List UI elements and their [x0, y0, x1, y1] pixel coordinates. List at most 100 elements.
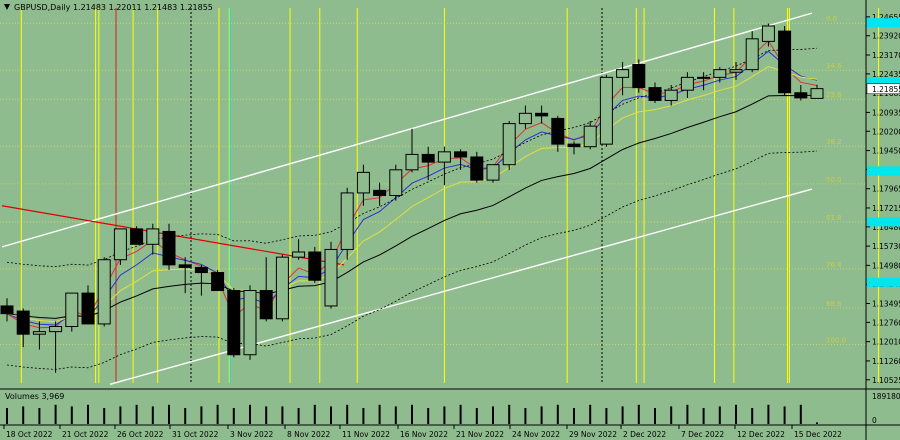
candle-body [130, 228, 144, 245]
current-price-box [866, 83, 900, 95]
candle-body [405, 153, 419, 171]
fib-levels: 0.0 14.6 23.6 38.2 50.0 61.8 76.4 88.6 100.0 [0, 15, 866, 345]
price-tag [867, 18, 900, 28]
candle-body [567, 143, 581, 148]
candle-body [486, 164, 500, 181]
fib-label: 23.6 [826, 91, 842, 99]
candle-body [437, 151, 451, 163]
candle-body [518, 112, 532, 125]
candle-body [373, 189, 387, 196]
candle-body [16, 310, 30, 335]
candle-body [599, 76, 613, 145]
candle-body [340, 192, 354, 250]
candle-body [113, 228, 127, 261]
candle-body [502, 123, 516, 166]
candle-body [648, 87, 662, 101]
candle-body [227, 290, 241, 356]
date-tick-label: 18 Oct 2022 [6, 430, 53, 439]
candle-body [535, 112, 549, 117]
candle-body [211, 272, 225, 292]
date-tick-label: 3 Nov 2022 [230, 430, 273, 439]
candle-body [178, 264, 192, 268]
symbol-dropdown-icon[interactable] [4, 4, 10, 10]
candle-body [49, 325, 63, 333]
price-tag [867, 217, 900, 227]
price-tick-label: 1.12010 [872, 338, 900, 347]
candle-body [616, 69, 630, 78]
date-tick-label: 15 Dec 2022 [794, 430, 842, 439]
price-axis: 1.246551.239201.231701.224351.216851.209… [866, 13, 900, 385]
date-tick-label: 2 Dec 2022 [623, 430, 666, 439]
current-price-label: 1.21855 [872, 85, 900, 94]
candle-body [745, 38, 759, 71]
candle-body [729, 69, 743, 73]
fib-label: 14.6 [826, 62, 842, 70]
date-tick-label: 16 Nov 2022 [400, 430, 448, 439]
candle-body [81, 292, 95, 325]
candle-body [194, 266, 208, 274]
candle-body [664, 89, 678, 101]
price-tick-label: 1.11260 [872, 357, 900, 366]
price-tick-label: 1.22435 [872, 70, 900, 79]
candle-body [65, 292, 79, 327]
candle-body [324, 248, 338, 307]
candle-body [470, 156, 484, 181]
fib-label: 38.2 [826, 138, 842, 146]
price-tick-label: 1.14980 [872, 261, 900, 270]
candle-body [421, 153, 435, 163]
price-tick-label: 1.10525 [872, 376, 900, 385]
candle-body [0, 305, 14, 315]
date-tick-label: 21 Nov 2022 [456, 430, 504, 439]
candle-body [551, 117, 565, 145]
price-tick-label: 1.20200 [872, 127, 900, 136]
volume-label: Volumes 3,969 [5, 392, 65, 401]
price-tick-label: 1.15730 [872, 242, 900, 251]
chart-header: GBPUSD,Daily 1.21483 1.22011 1.21483 1.2… [14, 3, 213, 12]
candle-body [697, 76, 711, 79]
fib-label: 88.6 [826, 300, 842, 308]
fib-label: 61.8 [826, 214, 842, 222]
candle-body [680, 76, 694, 91]
candle-body [259, 290, 273, 320]
candle-body [810, 88, 824, 99]
date-axis: 18 Oct 2022 21 Oct 2022 26 Oct 2022 31 Oct … [3, 425, 842, 439]
candle-body [308, 251, 322, 281]
candle-body [713, 69, 727, 78]
price-tick-label: 1.20935 [872, 108, 900, 117]
fib-label: 100.0 [826, 336, 846, 344]
candle-body [146, 228, 160, 245]
date-tick-label: 21 Oct 2022 [62, 430, 109, 439]
date-tick-label: 26 Oct 2022 [117, 430, 164, 439]
candle-body [632, 64, 646, 89]
candle-body [583, 125, 597, 148]
price-tag [867, 277, 900, 287]
date-tick-label: 11 Nov 2022 [342, 430, 390, 439]
candle-body [794, 92, 808, 99]
candle-body [778, 30, 792, 94]
candle-body [243, 290, 257, 356]
candle-body [292, 251, 306, 258]
candle-body [454, 151, 468, 158]
fib-label: 50.0 [826, 176, 842, 184]
date-tick-label: 29 Nov 2022 [569, 430, 617, 439]
date-tick-label: 12 Dec 2022 [737, 430, 785, 439]
price-tick-label: 1.16480 [872, 223, 900, 232]
candle-body [761, 25, 775, 42]
date-tick-label: 24 Nov 2022 [512, 430, 560, 439]
candles [0, 23, 824, 373]
date-tick-label: 7 Dec 2022 [681, 430, 724, 439]
price-tick-label: 1.17215 [872, 204, 900, 213]
candle-body [162, 230, 176, 266]
fib-label: 0.0 [826, 15, 837, 23]
price-tag [867, 166, 900, 176]
volume-zero-label: 0 [872, 416, 877, 425]
date-tick-label: 31 Oct 2022 [172, 430, 219, 439]
ema-line [6, 50, 818, 326]
price-tick-label: 1.24655 [872, 13, 900, 22]
candle-body [32, 331, 46, 335]
lower-channel-line [109, 188, 813, 385]
price-tick-label: 1.13495 [872, 300, 900, 309]
date-tick-label: 8 Nov 2022 [287, 430, 330, 439]
